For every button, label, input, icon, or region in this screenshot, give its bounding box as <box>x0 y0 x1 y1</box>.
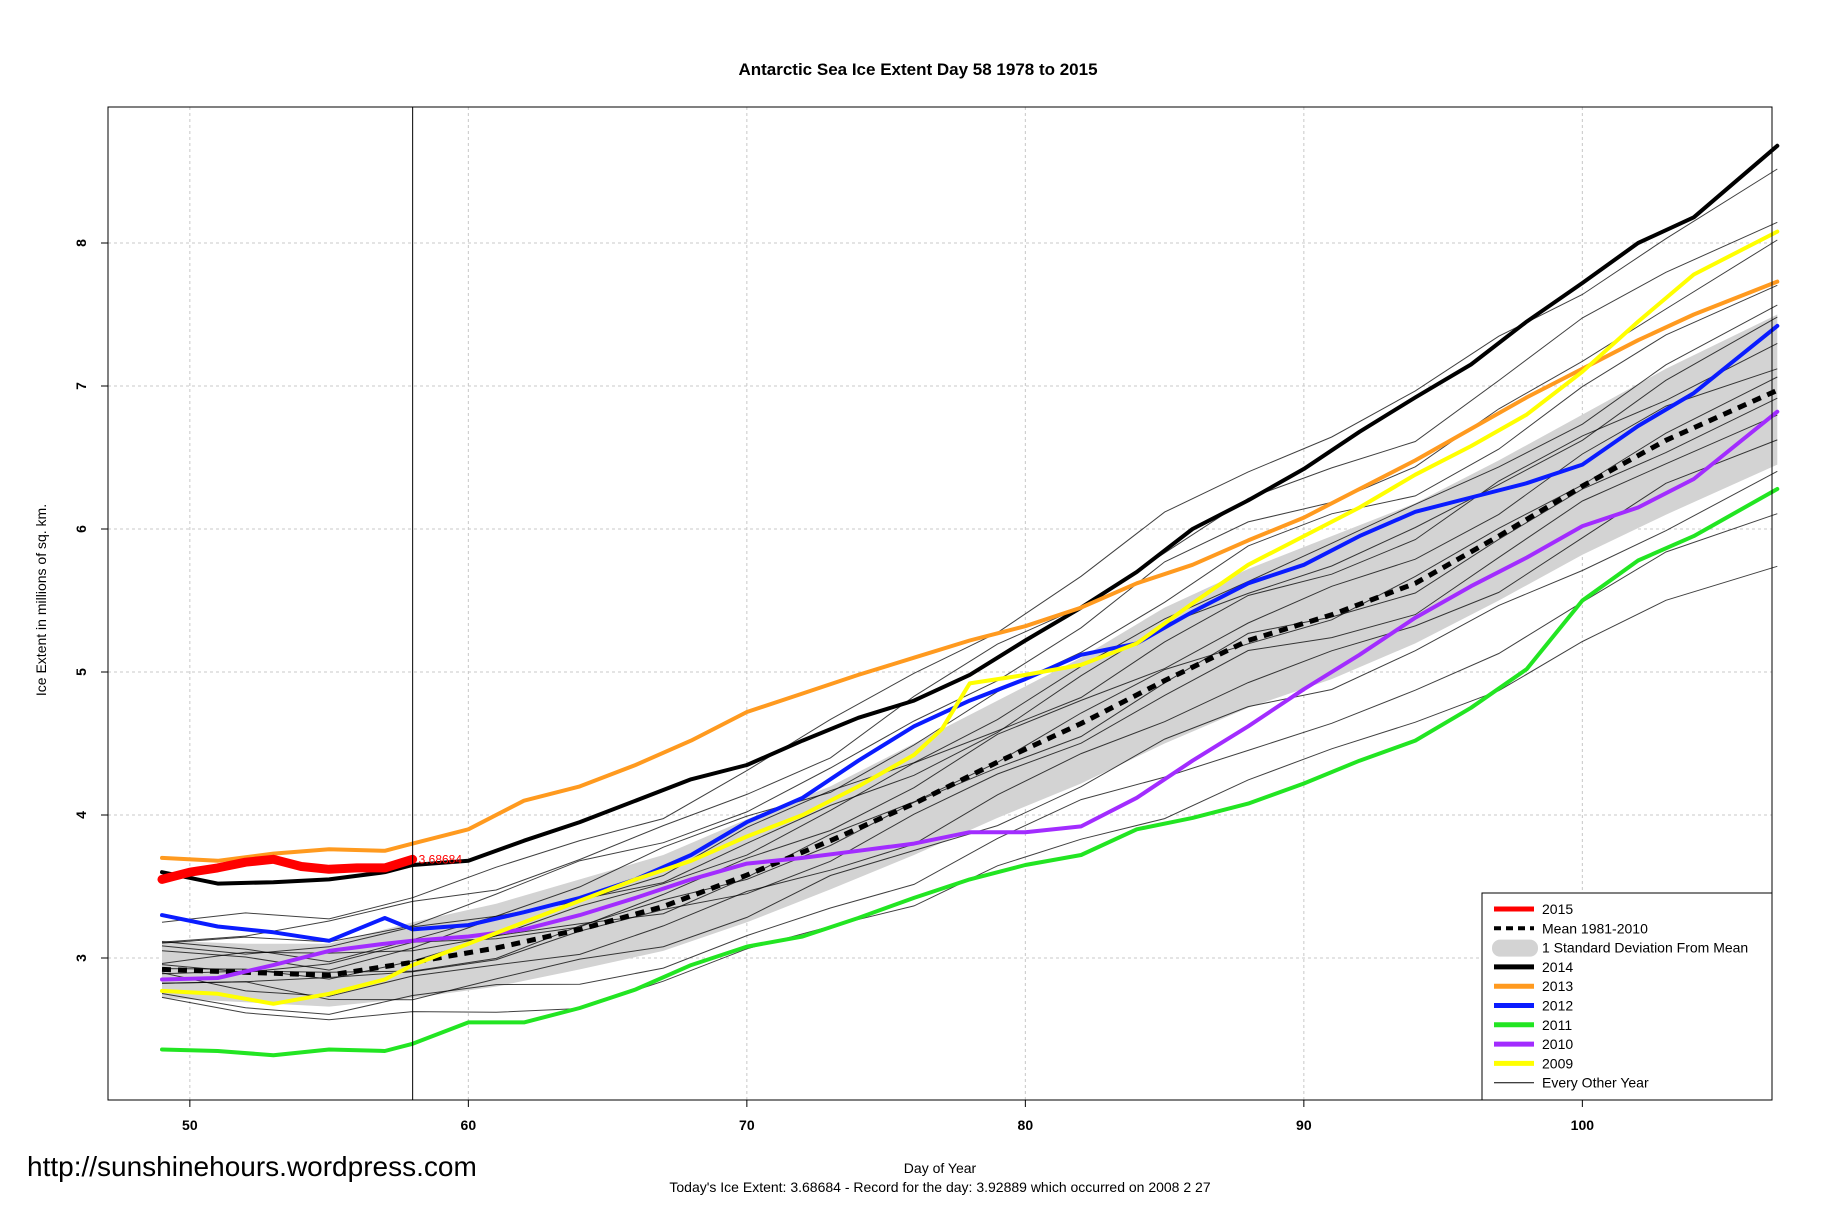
legend-label: 1 Standard Deviation From Mean <box>1542 940 1748 956</box>
series-line-2011 <box>160 487 1780 1058</box>
other-years-group <box>161 168 1778 1021</box>
series-line-2009 <box>160 229 1780 1006</box>
legend-label: Mean 1981-2010 <box>1542 920 1648 936</box>
y-axis: 3 4 5 6 7 8 <box>73 239 108 962</box>
day-marker-label: 3.68684 <box>419 852 463 866</box>
other-year-line <box>161 470 1778 1001</box>
other-year-line <box>161 316 1778 971</box>
legend-swatch <box>1492 939 1538 957</box>
x-axis: 50 60 70 80 90 100 <box>182 1100 1594 1133</box>
x-tick-label: 100 <box>1571 1117 1595 1133</box>
other-year-line <box>161 513 1778 1015</box>
x-tick-label: 50 <box>182 1117 198 1133</box>
plot-frame <box>107 106 1773 1101</box>
legend-label: 2009 <box>1542 1055 1573 1071</box>
legend-label: 2012 <box>1542 998 1573 1014</box>
mean-line <box>161 388 1779 978</box>
other-year-line <box>161 376 1778 980</box>
y-tick-label: 4 <box>73 811 89 819</box>
legend-label: 2015 <box>1542 901 1573 917</box>
x-tick-label: 70 <box>739 1117 755 1133</box>
y-tick-label: 6 <box>73 525 89 533</box>
other-year-line <box>161 397 1778 975</box>
y-axis-label: Ice Extent in millions of sq. km. <box>33 504 49 696</box>
legend-label: 2011 <box>1542 1017 1572 1033</box>
other-year-line <box>161 414 1778 984</box>
series-line-2012 <box>160 323 1780 943</box>
series-line-2015 <box>157 854 418 884</box>
x-axis-label: Day of Year <box>904 1160 977 1176</box>
legend-label: Every Other Year <box>1542 1075 1649 1091</box>
series-line-2010 <box>160 409 1780 982</box>
other-year-line <box>161 168 1778 923</box>
legend-label: 2013 <box>1542 978 1573 994</box>
x-tick-label: 80 <box>1018 1117 1034 1133</box>
legend-label: 2010 <box>1542 1036 1573 1052</box>
other-year-line <box>161 221 1778 943</box>
legend: 2015 Mean 1981-2010 1 Standard Deviation F… <box>1481 892 1773 1101</box>
source-url: http://sunshinehours.wordpress.com <box>27 1151 477 1182</box>
chart-title: Antarctic Sea Ice Extent Day 58 1978 to … <box>738 60 1097 79</box>
other-year-line <box>161 342 1778 964</box>
series-line-2013 <box>160 279 1780 863</box>
y-tick-label: 5 <box>73 668 89 676</box>
y-tick-label: 3 <box>73 954 89 962</box>
other-year-line <box>161 439 1778 997</box>
legend-label: 2014 <box>1542 959 1573 975</box>
other-year-line <box>161 239 1778 944</box>
other-year-line <box>161 284 1778 955</box>
y-tick-label: 8 <box>73 239 89 247</box>
footer-text: Today's Ice Extent: 3.68684 - Record for… <box>669 1179 1210 1195</box>
series-line-2014 <box>160 143 1780 886</box>
other-year-line <box>161 304 1778 963</box>
y-tick-label: 7 <box>73 382 89 390</box>
x-tick-label: 90 <box>1296 1117 1312 1133</box>
x-tick-label: 60 <box>461 1117 477 1133</box>
